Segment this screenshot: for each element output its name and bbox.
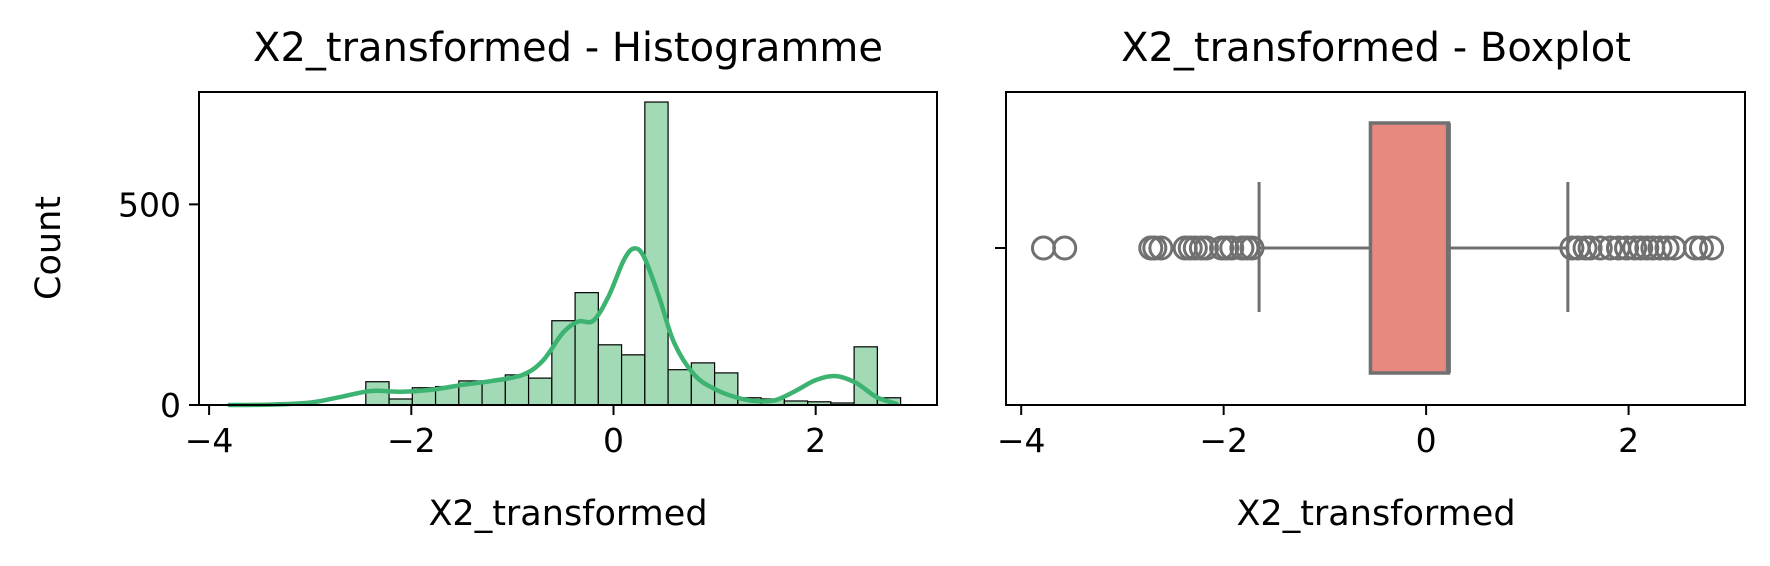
histogram-x-axis-label: X2_transformed (428, 494, 707, 534)
histogram-x-ticks: −4 −2 0 2 (185, 405, 826, 460)
histogram-panel: X2_transformed - Histogramme −4 −2 0 2 0 500… (29, 25, 938, 534)
histogram-bar (597, 344, 623, 406)
boxplot-panel: X2_transformed - Boxplot −4 −2 0 2 X2_trans… (995, 25, 1746, 534)
histogram-bars (365, 101, 902, 406)
histogram-x-tick-label: 2 (805, 421, 826, 460)
histogram-x-tick-label: −4 (185, 421, 234, 460)
outlier-point (1634, 235, 1660, 261)
outlier-point (1219, 235, 1245, 261)
kde-curve (227, 246, 899, 408)
histogram-title: X2_transformed - Histogramme (253, 25, 883, 71)
outlier-point (1587, 235, 1613, 261)
outlier-point (1239, 235, 1265, 261)
outlier-point (1654, 235, 1680, 261)
outlier-point (1234, 235, 1260, 261)
boxplot-x-tick-label: 2 (1618, 421, 1639, 460)
outlier-point (1628, 235, 1654, 261)
outlier-point (1597, 235, 1623, 261)
boxplot-x-tick-label: −2 (1199, 421, 1248, 460)
histogram-bar (620, 354, 646, 406)
histogram-y-tick-label: 500 (118, 185, 181, 224)
histogram-frame (198, 91, 938, 406)
boxplot-title: X2_transformed - Boxplot (1121, 25, 1631, 71)
box-iqr (1368, 121, 1451, 375)
outlier-point (1577, 235, 1603, 261)
outlier-point (1614, 235, 1640, 261)
histogram-bar (527, 377, 553, 406)
outlier-point (1182, 235, 1208, 261)
outlier-point (1647, 235, 1673, 261)
outlier-point (1142, 235, 1168, 261)
outlier-point (1682, 235, 1708, 261)
histogram-bar (481, 380, 506, 406)
boxplot-x-tick-label: −4 (997, 421, 1046, 460)
histogram-bar (644, 101, 669, 406)
histogram-x-tick-label: 0 (603, 421, 624, 460)
outlier-point (1699, 235, 1725, 261)
histogram-y-tick-label: 0 (160, 386, 181, 425)
outlier-point (1193, 235, 1219, 261)
outlier-point (1052, 235, 1078, 261)
outlier-point (1622, 235, 1648, 261)
histogram-bar (574, 292, 599, 406)
boxplot-x-axis-label: X2_transformed (1236, 494, 1515, 534)
histogram-y-ticks: 0 500 (118, 185, 199, 425)
histogram-y-axis-label: Count (29, 196, 69, 300)
boxplot-x-tick-label: 0 (1416, 421, 1437, 460)
outlier-point (1030, 235, 1056, 261)
histogram-x-tick-label: −2 (387, 421, 436, 460)
boxplot-x-ticks: −4 −2 0 2 (997, 405, 1639, 460)
outlier-point (1688, 235, 1714, 261)
outlier-point (1559, 235, 1585, 261)
histogram-bar (667, 369, 692, 406)
outlier-point (1148, 235, 1174, 261)
boxplot (1030, 121, 1725, 375)
